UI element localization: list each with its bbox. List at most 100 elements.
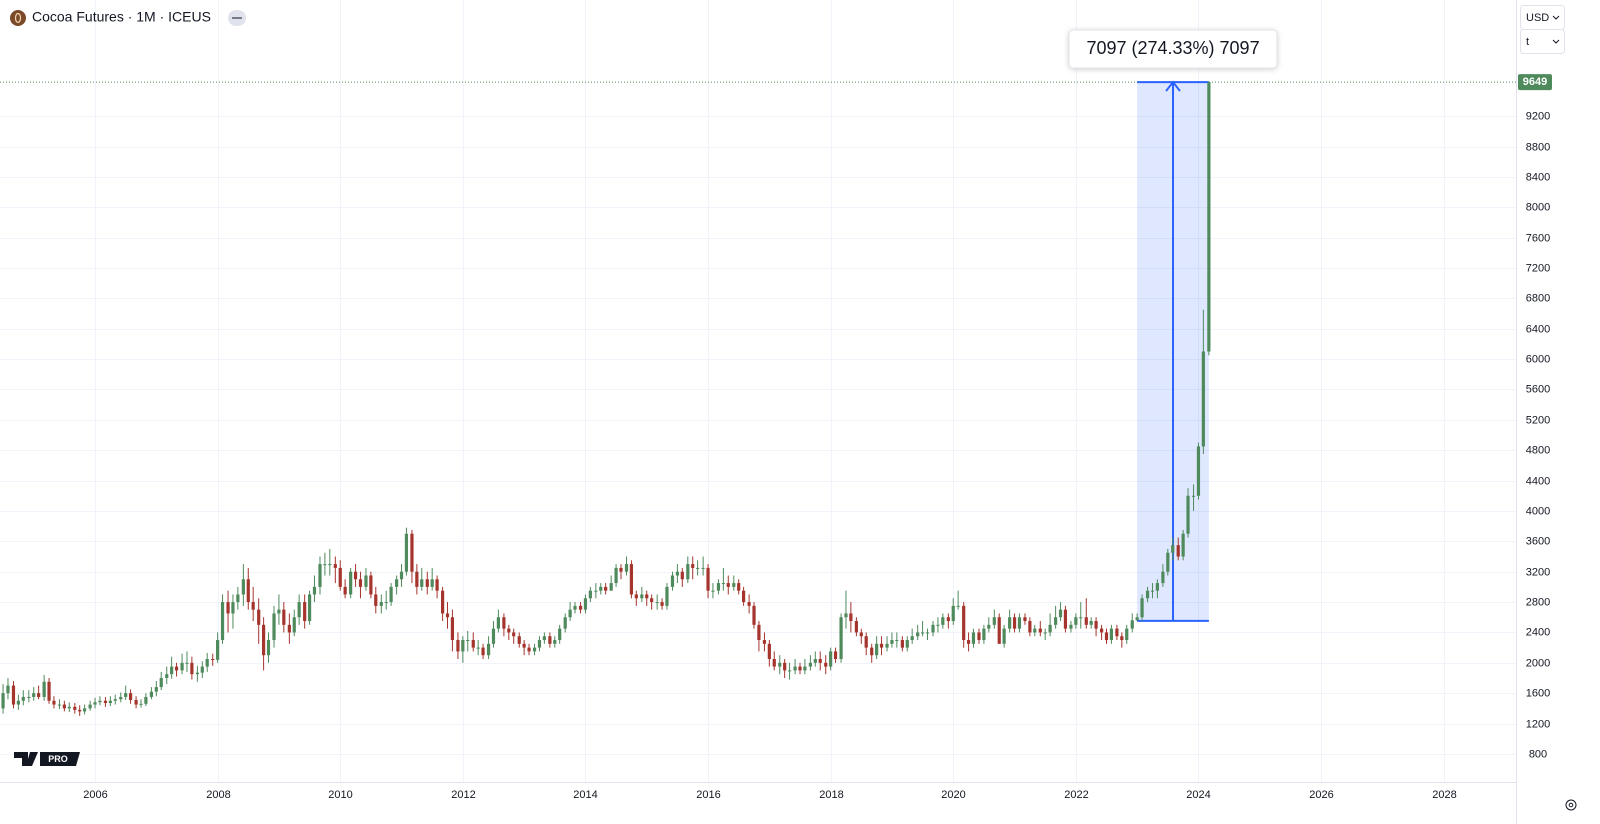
candle-body xyxy=(435,579,439,591)
candle-body xyxy=(1084,617,1088,625)
candle-body xyxy=(420,579,424,587)
candle-body xyxy=(292,617,296,633)
candle-body xyxy=(220,602,225,641)
y-tick-label: 6400 xyxy=(1526,323,1550,335)
candle-body xyxy=(971,632,976,644)
candle-body xyxy=(395,579,399,587)
candle-body xyxy=(849,613,853,622)
candle-body xyxy=(445,613,450,618)
candle-body xyxy=(527,647,531,652)
unit-label: t xyxy=(1526,36,1529,48)
y-tick-label: 800 xyxy=(1529,748,1547,760)
measure-tool xyxy=(1137,80,1209,622)
logo: PRO xyxy=(14,752,80,766)
candle-body xyxy=(977,632,981,641)
candle-body xyxy=(318,564,322,587)
candle-body xyxy=(21,696,25,701)
candle-body xyxy=(159,677,163,688)
candle-body xyxy=(583,598,588,610)
candle-body xyxy=(430,579,434,587)
candle-body xyxy=(374,594,378,606)
candle-body xyxy=(1171,545,1175,553)
candle-body xyxy=(599,586,603,591)
candle-body xyxy=(37,693,41,697)
y-tick-label: 3200 xyxy=(1526,566,1550,578)
settings-icon[interactable] xyxy=(1565,799,1577,811)
y-tick-label: 4400 xyxy=(1526,475,1550,487)
candle-body xyxy=(517,636,521,644)
candle-body xyxy=(951,605,955,622)
candle-body xyxy=(1089,621,1093,625)
candle-body xyxy=(875,643,879,656)
candle-body xyxy=(793,666,797,671)
candle-body xyxy=(783,662,787,671)
candle-body xyxy=(997,617,1001,644)
x-tick-label: 2006 xyxy=(83,789,107,801)
candle-body xyxy=(476,647,480,649)
candle-body xyxy=(716,583,721,591)
candle-body xyxy=(231,602,235,614)
candle-body xyxy=(62,704,66,709)
unit-button[interactable] xyxy=(1520,29,1565,54)
header: Cocoa Futures · 1M · ICEUS xyxy=(10,9,246,26)
candle-body xyxy=(588,590,592,599)
candle-body xyxy=(696,567,700,569)
candle-body xyxy=(798,666,802,671)
candle-body xyxy=(854,621,858,633)
candle-body xyxy=(956,605,960,607)
candle-body xyxy=(691,564,695,568)
y-tick-label: 8400 xyxy=(1526,171,1550,183)
chevron xyxy=(1552,39,1560,44)
candle-body xyxy=(670,575,675,587)
measure-label-box xyxy=(1068,29,1278,69)
candle-body xyxy=(180,662,184,671)
candle-body xyxy=(236,594,240,603)
candle-body xyxy=(165,674,169,678)
candle-body xyxy=(900,640,904,648)
candle-body xyxy=(818,659,822,663)
x-tick-label: 2014 xyxy=(573,789,597,801)
y-tick-label: 6000 xyxy=(1526,353,1550,365)
candle-body xyxy=(870,647,874,656)
candle-body xyxy=(266,640,271,656)
last-price-label: 9649 xyxy=(1523,76,1547,88)
candle-body xyxy=(338,567,342,587)
candle-body xyxy=(675,571,679,576)
candle-body xyxy=(609,583,613,591)
candle-body xyxy=(879,643,884,648)
symbol-icon xyxy=(10,10,26,26)
candle-body xyxy=(844,613,848,618)
candles xyxy=(1,82,1211,716)
candle-body xyxy=(655,602,659,604)
y-tick-label: 1600 xyxy=(1526,687,1550,699)
candle-body xyxy=(200,666,204,673)
grid xyxy=(0,0,1516,782)
candle-body xyxy=(410,533,414,572)
candle-body xyxy=(425,579,429,587)
symbol-title: Cocoa Futures · 1M · ICEUS xyxy=(32,9,211,25)
candle-body xyxy=(558,628,562,641)
candle-body xyxy=(987,624,991,629)
candle-body xyxy=(982,628,986,641)
candle-body xyxy=(1048,624,1052,633)
candle-body xyxy=(282,609,286,625)
candle-body xyxy=(757,624,761,641)
y-tick-label: 2400 xyxy=(1526,626,1550,638)
settings xyxy=(1565,799,1577,811)
candle-body xyxy=(466,640,470,642)
time-axis-bg xyxy=(0,782,1600,824)
candle-body xyxy=(752,605,756,625)
candle-body xyxy=(864,636,868,648)
candle-body xyxy=(645,594,649,599)
candle-body xyxy=(1166,552,1170,572)
candle-body xyxy=(205,659,209,667)
x-tick-label: 2028 xyxy=(1432,789,1456,801)
candle-body xyxy=(925,632,930,634)
candle-body xyxy=(741,590,746,603)
x-tick-label: 2012 xyxy=(451,789,475,801)
candle-body xyxy=(778,662,782,667)
candle-body xyxy=(553,640,557,644)
candle-body xyxy=(93,702,97,705)
candle-body xyxy=(594,590,598,592)
candle-body xyxy=(174,666,179,671)
